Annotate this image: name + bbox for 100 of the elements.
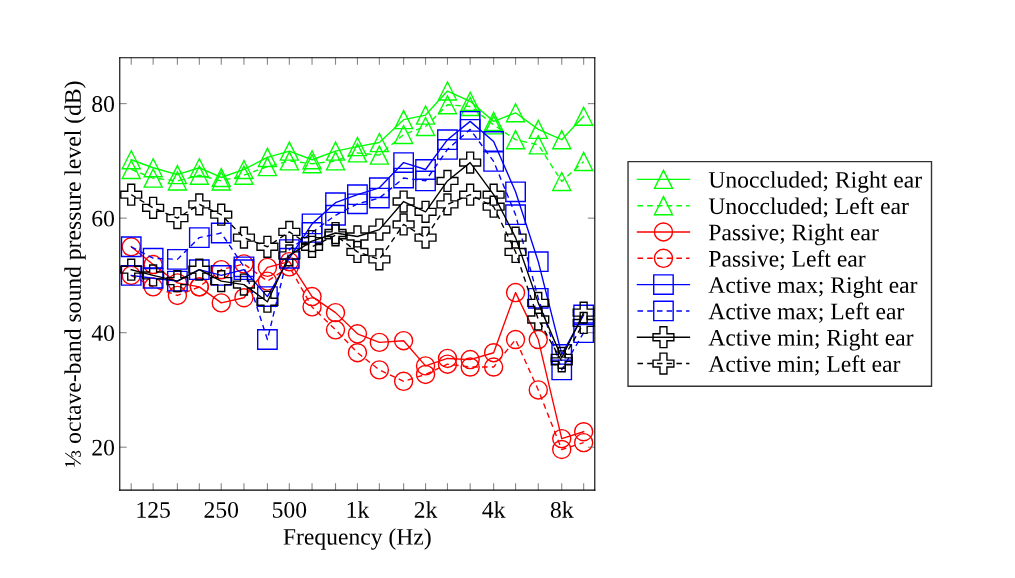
point <box>143 277 163 297</box>
point <box>232 226 256 249</box>
point <box>527 287 549 309</box>
point <box>459 118 481 140</box>
point <box>234 165 254 185</box>
point <box>210 222 232 244</box>
legend-label: Passive; Right ear <box>709 223 879 246</box>
point <box>234 288 254 308</box>
point <box>368 177 390 199</box>
point <box>143 254 163 275</box>
point <box>415 116 436 137</box>
point <box>436 169 459 193</box>
point <box>346 240 369 264</box>
point <box>528 380 548 400</box>
point <box>459 183 482 206</box>
point <box>437 95 458 115</box>
legend-label: Active min; Right ear <box>708 329 914 351</box>
point <box>347 143 368 163</box>
point <box>369 145 390 165</box>
point <box>552 428 572 449</box>
legend-label: Unoccluded; Right ear <box>708 171 922 193</box>
point <box>482 195 505 218</box>
x-axis-title: Frequency (Hz) <box>283 528 431 550</box>
point <box>300 235 324 258</box>
point <box>414 226 437 249</box>
point <box>256 235 279 258</box>
point <box>459 151 482 174</box>
point <box>368 248 391 271</box>
point <box>302 286 322 307</box>
point <box>504 240 527 264</box>
point <box>143 158 163 178</box>
point <box>369 360 390 380</box>
point <box>188 193 211 216</box>
point <box>301 213 323 235</box>
point <box>392 190 415 213</box>
point <box>483 151 505 172</box>
point <box>347 324 368 344</box>
point <box>552 439 572 460</box>
point <box>300 229 324 253</box>
point <box>436 193 459 216</box>
point <box>279 257 300 277</box>
point <box>527 291 550 315</box>
point <box>483 130 505 152</box>
point <box>460 357 480 377</box>
point <box>368 187 390 209</box>
point <box>325 320 346 340</box>
point <box>257 257 278 278</box>
point <box>210 203 233 226</box>
point <box>121 150 141 170</box>
point <box>393 330 414 351</box>
legend-label: Active max; Left ear <box>708 302 905 323</box>
y-tick-label: 80 <box>92 96 115 113</box>
point <box>325 192 346 214</box>
point <box>167 285 188 306</box>
point <box>279 141 300 161</box>
point <box>120 258 143 281</box>
x-tick-label: 1k <box>347 501 370 518</box>
point <box>325 204 346 226</box>
point <box>143 168 163 188</box>
point <box>460 91 480 112</box>
point <box>415 356 436 376</box>
point <box>414 200 437 223</box>
point <box>188 227 210 249</box>
point <box>437 354 458 374</box>
point <box>189 165 210 185</box>
y-axis-title: ⅓ octave-band sound pressure level (dB) <box>64 81 86 467</box>
point <box>256 286 278 308</box>
legend-label: Active min; Left ear <box>708 355 901 376</box>
x-tick-label: 500 <box>273 501 307 518</box>
point <box>415 105 436 125</box>
legend-label: Passive; Left ear <box>709 249 866 271</box>
point <box>505 103 526 123</box>
point <box>437 129 458 151</box>
point <box>437 348 458 369</box>
x-tick-label: 250 <box>204 501 239 518</box>
point <box>347 193 368 215</box>
legend-label: Unoccluded; Left ear <box>708 197 909 218</box>
point <box>552 129 572 150</box>
point <box>528 119 548 140</box>
point <box>482 183 505 206</box>
point <box>167 171 188 191</box>
x-tick-label: 4k <box>482 501 506 518</box>
point <box>211 259 231 280</box>
point <box>257 156 278 177</box>
point <box>121 159 141 180</box>
point <box>459 110 481 132</box>
point <box>483 357 504 377</box>
point <box>573 432 594 453</box>
point <box>278 220 301 243</box>
point <box>415 159 436 180</box>
point <box>392 213 415 236</box>
point <box>505 204 526 226</box>
point <box>505 129 526 150</box>
point <box>369 332 390 353</box>
point <box>527 308 550 331</box>
point <box>393 167 415 189</box>
point <box>415 364 436 385</box>
point <box>551 359 573 381</box>
point <box>460 349 480 370</box>
point <box>369 132 390 153</box>
